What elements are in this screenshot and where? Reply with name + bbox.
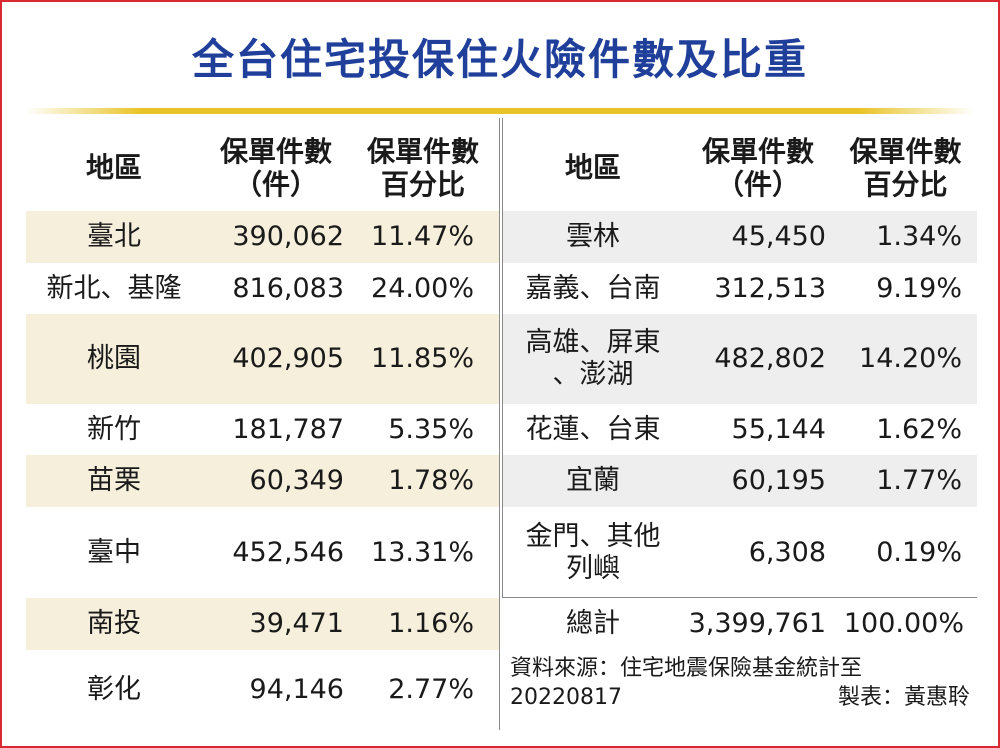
count-cell: 482,802	[714, 343, 826, 375]
region-line2: 、澎湖	[552, 359, 634, 390]
region-cell: 苗栗	[87, 465, 141, 497]
pct-cell: 2.77%	[388, 674, 474, 706]
pct-cell: 11.85%	[371, 343, 474, 375]
region-cell: 臺北	[87, 221, 141, 253]
pct-cell: 1.62%	[876, 413, 962, 445]
region-cell: 臺中	[87, 536, 141, 568]
source-credit: 製表：黃惠聆	[837, 684, 970, 710]
header-pct: 保單件數 百分比	[350, 128, 496, 208]
title-underline	[26, 108, 974, 114]
region-cell: 南投	[87, 608, 141, 640]
header-count: 保單件數 （件）	[204, 128, 348, 208]
pct-cell: 1.16%	[388, 608, 474, 640]
count-cell: 452,546	[232, 536, 344, 568]
header-pct-line2: 百分比	[380, 168, 465, 201]
header-region: 地區	[85, 151, 142, 185]
region-cell: 桃園	[87, 343, 141, 375]
pct-cell: 24.00%	[371, 272, 474, 304]
header-count-line1: 保單件數	[219, 134, 332, 168]
pct-cell: 1.77%	[876, 465, 962, 497]
region-cell: 彰化	[87, 674, 141, 706]
column-divider	[499, 118, 500, 730]
row-band	[503, 211, 977, 263]
header-count-line2: （件）	[715, 168, 800, 201]
count-cell: 402,905	[232, 343, 344, 375]
region-cell: 金門、其他 列嶼	[503, 507, 683, 598]
region-line2: 列嶼	[566, 552, 620, 584]
pct-cell: 14.20%	[859, 343, 962, 375]
total-pct: 100.00%	[843, 608, 964, 640]
row-band	[26, 455, 499, 507]
count-cell: 55,144	[731, 413, 826, 445]
total-count: 3,399,761	[688, 608, 826, 640]
pct-cell: 0.19%	[876, 536, 962, 568]
region-cell: 嘉義、台南	[525, 272, 661, 304]
row-band	[503, 455, 977, 507]
count-cell: 6,308	[748, 536, 826, 568]
pct-cell: 1.34%	[876, 221, 962, 253]
pct-cell: 11.47%	[371, 221, 474, 253]
region-cell: 新北、基隆	[46, 272, 182, 304]
count-cell: 312,513	[714, 272, 826, 304]
header-pct-line2: 百分比	[863, 168, 948, 201]
row-band	[26, 211, 499, 263]
count-cell: 60,349	[249, 465, 344, 497]
region-line1: 高雄、屏東	[525, 327, 661, 359]
count-cell: 181,787	[232, 413, 344, 445]
header-pct: 保單件數 百分比	[834, 128, 977, 208]
region-cell: 新竹	[87, 413, 141, 445]
count-cell: 45,450	[731, 221, 826, 253]
count-cell: 94,146	[249, 674, 344, 706]
row-band	[503, 314, 977, 404]
pct-cell: 5.35%	[388, 413, 474, 445]
count-cell: 60,195	[731, 465, 826, 497]
page-title: 全台住宅投保住火險件數及比重	[191, 35, 808, 84]
header-count-line1: 保單件數	[701, 134, 814, 168]
header-count-line2: （件）	[233, 168, 318, 201]
region-cell: 高雄、屏東 、澎湖	[503, 314, 683, 404]
header-pct-line1: 保單件數	[366, 134, 479, 168]
source-note: 資料來源：住宅地震保險基金統計至 20220817 製表：黃惠聆	[510, 655, 970, 712]
count-cell: 390,062	[232, 221, 344, 253]
region-cell: 花蓮、台東	[525, 413, 661, 445]
pct-cell: 1.78%	[388, 465, 474, 497]
count-cell: 816,083	[232, 272, 344, 304]
total-divider	[503, 597, 977, 598]
region-line1: 金門、其他	[525, 520, 661, 552]
row-band	[26, 598, 499, 650]
total-label: 總計	[566, 608, 620, 640]
count-cell: 39,471	[249, 608, 344, 640]
region-cell: 雲林	[566, 221, 620, 253]
pct-cell: 9.19%	[876, 272, 962, 304]
header-count: 保單件數 （件）	[686, 128, 830, 208]
pct-cell: 13.31%	[371, 536, 474, 568]
header-region: 地區	[564, 151, 621, 185]
header-pct-line1: 保單件數	[849, 134, 962, 168]
source-line: 資料來源：住宅地震保險基金統計至	[510, 656, 863, 681]
region-cell: 宜蘭	[566, 465, 620, 497]
source-date: 20220817	[510, 684, 622, 710]
row-band	[26, 314, 499, 404]
